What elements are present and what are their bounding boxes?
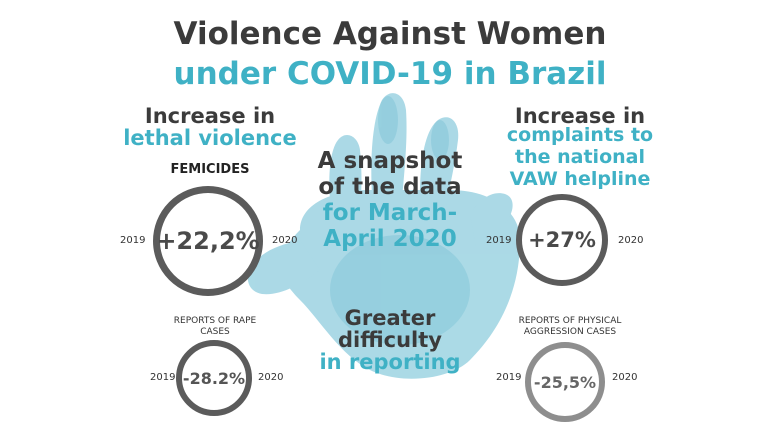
rape-year-end: 2020 [258,372,284,383]
lethal-violence-heading-dark: Increase in [144,104,276,128]
helpline-heading-teal-1: complaints to [506,124,654,146]
femicides-ring: +22,2% [153,186,263,296]
helpline-year-start: 2019 [486,235,512,246]
difficulty-line-3: in reporting [319,350,461,374]
snapshot-line-4: April 2020 [323,226,457,252]
rape-cases-ring: -28.2% [176,340,252,416]
difficulty-line-1: Greater [344,306,436,330]
aggression-year-end: 2020 [612,372,638,383]
rape-cases-label: REPORTS OF RAPE CASES [173,316,257,337]
femicides-value: +22,2% [156,227,260,255]
snapshot-line-2: of the data [318,174,462,200]
helpline-heading-teal-2: the national [515,146,645,168]
helpline-value: +27% [528,228,596,252]
snapshot-line-1: A snapshot [317,148,463,174]
femicides-year-start: 2019 [120,235,146,246]
helpline-ring: +27% [516,194,608,286]
rape-year-start: 2019 [150,372,176,383]
physical-aggression-value: -25,5% [533,372,597,392]
femicides-label: FEMICIDES [170,162,250,177]
aggression-year-start: 2019 [496,372,522,383]
helpline-heading-teal-3: VAW helpline [509,168,651,190]
rape-cases-value: -28.2% [182,368,246,388]
difficulty-line-2: difficulty [338,328,442,352]
physical-aggression-label: REPORTS OF PHYSICAL AGGRESSION CASES [518,316,622,337]
helpline-heading-dark: Increase in [514,104,646,128]
snapshot-line-3: for March- [322,200,458,226]
lethal-violence-heading-teal: lethal violence [123,126,297,150]
physical-aggression-ring: -25,5% [525,342,605,422]
femicides-year-end: 2020 [272,235,298,246]
page-title: Violence Against Women [173,16,607,52]
helpline-year-end: 2020 [618,235,644,246]
page-subtitle: under COVID-19 in Brazil [173,56,607,92]
